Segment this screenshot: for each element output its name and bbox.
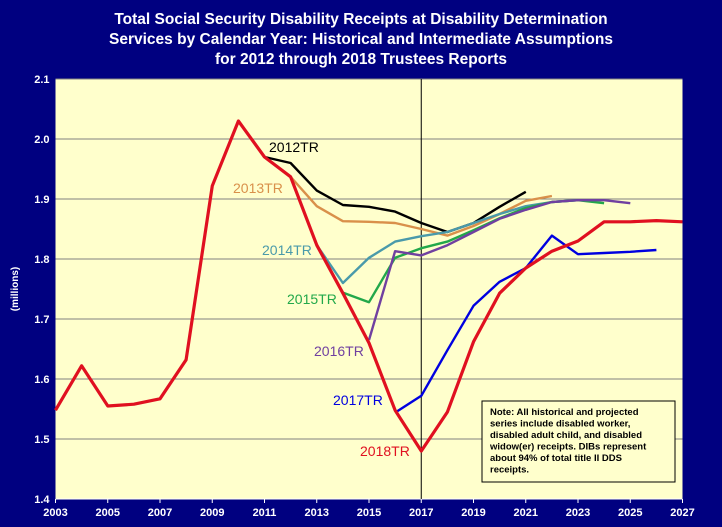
- x-tick-label: 2015: [357, 507, 381, 519]
- y-axis-label: (millions): [10, 267, 21, 311]
- x-tick-label: 2021: [514, 507, 538, 519]
- series-label-2018tr: 2018TR: [360, 443, 410, 459]
- y-tick-label: 1.7: [34, 314, 49, 326]
- series-line-2012tr: [264, 155, 527, 234]
- x-tick-label: 2013: [305, 507, 329, 519]
- x-tick-label: 2025: [618, 507, 642, 519]
- note-box: Note: All historical and projected serie…: [481, 400, 676, 483]
- y-tick-label: 1.6: [34, 374, 49, 386]
- x-tick-label: 2019: [461, 507, 485, 519]
- series-label-2017tr: 2017TR: [333, 392, 383, 408]
- x-tick-label: 2005: [96, 507, 120, 519]
- x-tick-label: 2017: [409, 507, 433, 519]
- series-label-2016tr: 2016TR: [314, 343, 364, 359]
- y-tick-label: 1.9: [34, 194, 49, 206]
- series-label-2013tr: 2013TR: [233, 180, 283, 196]
- x-tick-label: 2007: [148, 507, 172, 519]
- x-tick-label: 2003: [43, 507, 67, 519]
- series-line-2016tr: [367, 198, 631, 341]
- note-line-2: series include disabled worker,: [490, 419, 630, 430]
- x-tick-label: 2027: [670, 507, 694, 519]
- x-tick-label: 2009: [200, 507, 224, 519]
- series-line-2013tr: [289, 176, 553, 237]
- y-tick-label: 1.4: [34, 494, 50, 506]
- series-label-2015tr: 2015TR: [287, 291, 337, 307]
- y-tick-label: 1.8: [34, 254, 49, 266]
- y-tick-label: 2.0: [34, 134, 49, 146]
- y-tick-label: 1.5: [34, 434, 49, 446]
- note-line-5: about 94% of total title II DDS: [490, 453, 622, 464]
- note-line-3: disabled adult child, and disabled: [490, 430, 642, 441]
- series-label-2012tr: 2012TR: [269, 139, 319, 155]
- chart-title-line-3: for 2012 through 2018 Trustees Reports: [215, 51, 507, 68]
- chart-title-line-2: Services by Calendar Year: Historical an…: [109, 31, 613, 48]
- note-line-6: receipts.: [490, 465, 529, 476]
- y-tick-label: 2.1: [34, 74, 49, 86]
- x-tick-label: 2011: [253, 507, 277, 519]
- note-line-1: Note: All historical and projected: [490, 407, 639, 418]
- series-label-2014tr: 2014TR: [262, 242, 312, 258]
- series-line-2018tr: [54, 119, 683, 453]
- x-tick-label: 2023: [566, 507, 590, 519]
- chart-title-line-1: Total Social Security Disability Receipt…: [114, 11, 607, 28]
- note-line-4: widow(er) receipts. DIBs represent: [489, 442, 647, 453]
